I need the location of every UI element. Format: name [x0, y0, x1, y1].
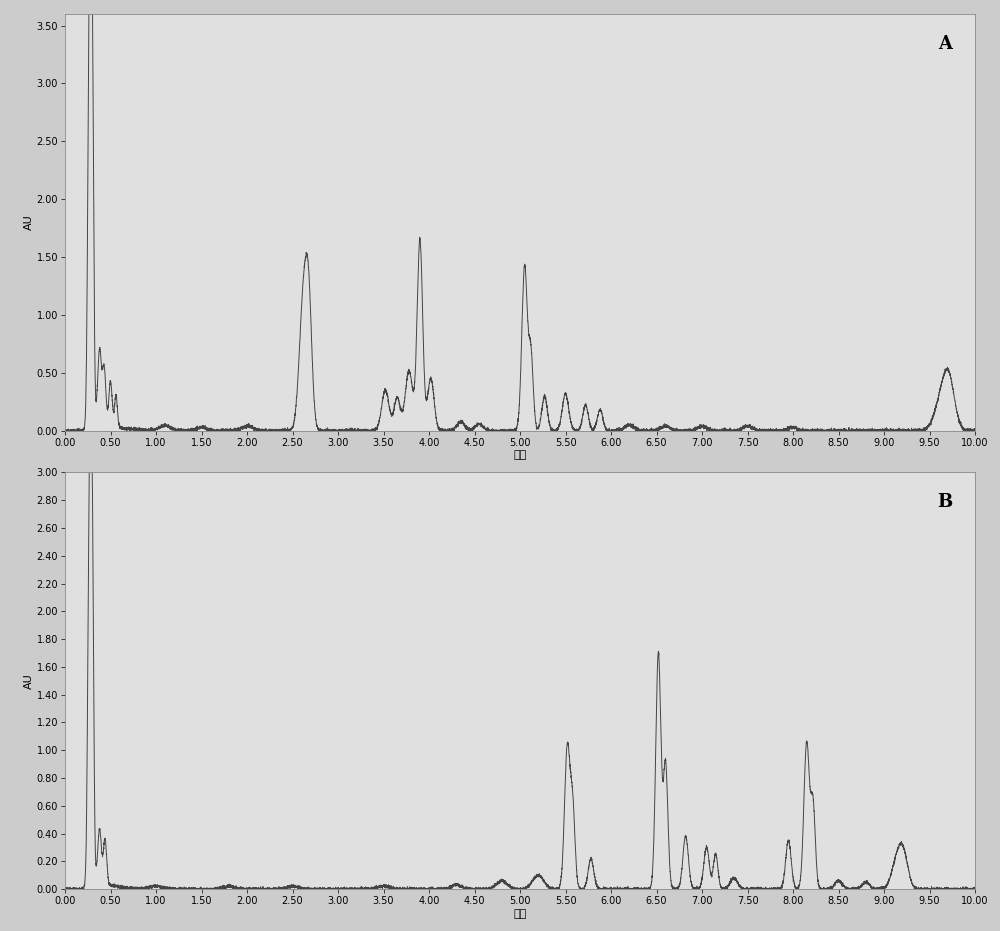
- X-axis label: 分钟: 分钟: [513, 451, 527, 461]
- Y-axis label: AU: AU: [24, 214, 34, 230]
- X-axis label: 分钟: 分钟: [513, 909, 527, 919]
- Text: B: B: [937, 493, 952, 511]
- Text: A: A: [938, 34, 952, 53]
- Y-axis label: AU: AU: [24, 673, 34, 689]
